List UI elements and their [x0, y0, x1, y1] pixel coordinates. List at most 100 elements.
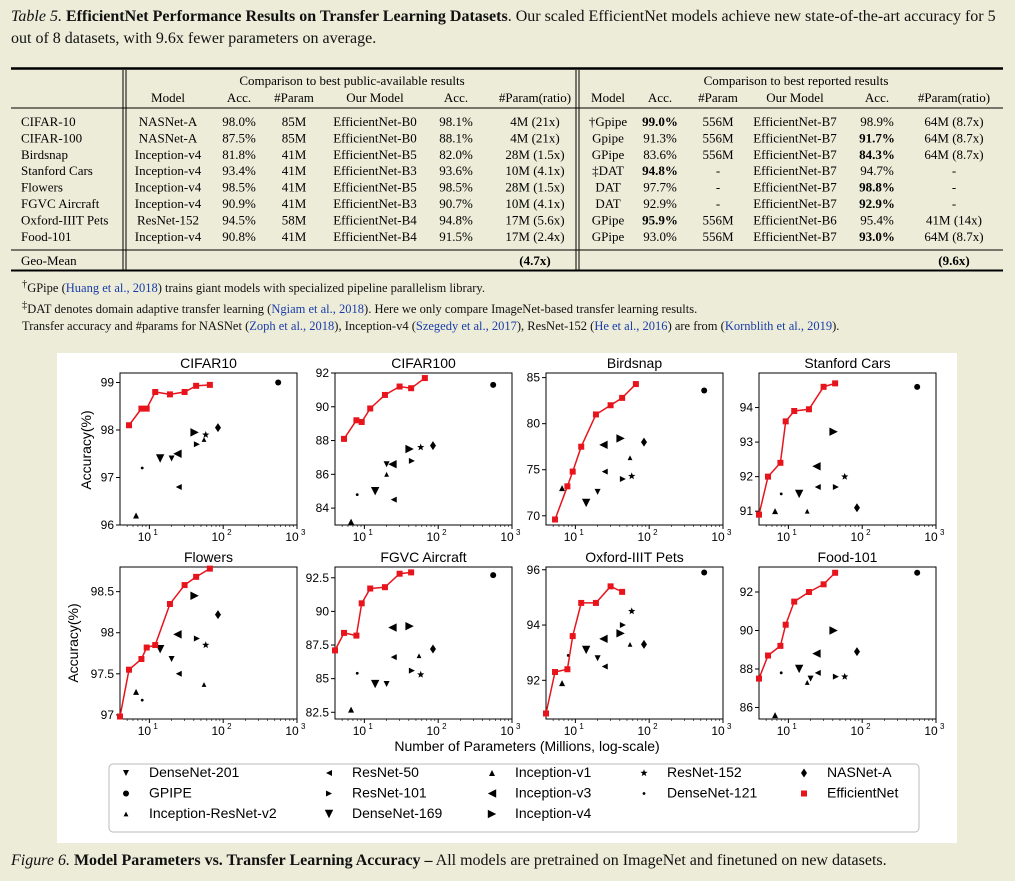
efficientnet-line — [758, 382, 836, 515]
point-nasnet-a — [214, 610, 221, 620]
x-tick-exponent: 3 — [940, 528, 945, 537]
point-inception-v3 — [812, 462, 821, 471]
x-tick-label: 10 — [353, 724, 367, 738]
x-tick-exponent: 1 — [792, 722, 797, 731]
table-caption-text: . Our scaled EfficientNet models achieve… — [11, 8, 996, 47]
point-nasnet-a — [214, 423, 221, 433]
y-tick-label: 98.5 — [91, 585, 115, 599]
point-resnet-50 — [601, 663, 608, 670]
point-efficientnet — [181, 389, 188, 395]
x-tick-label: 10 — [427, 724, 441, 738]
y-tick-label: 82.5 — [306, 705, 330, 719]
point-inception-v3 — [599, 440, 608, 450]
table-cell: 556M — [702, 130, 734, 145]
citation-link[interactable]: Szegedy et al., 2017 — [415, 319, 517, 334]
citation-link[interactable]: Huang et al., 2018 — [65, 281, 158, 296]
table-cell: 85M — [282, 114, 307, 129]
y-tick-label: 96 — [101, 518, 115, 532]
point-inception-v4 — [190, 428, 199, 437]
legend-marker-inception-v3 — [487, 789, 497, 798]
table-cell: NASNet-A — [139, 130, 198, 145]
table-cell: 88.1% — [439, 130, 473, 145]
legend-label: NASNet-A — [827, 764, 892, 780]
legend-label: ResNet-50 — [352, 764, 419, 780]
x-tick-exponent: 1 — [153, 722, 158, 731]
point-efficientnet — [832, 380, 839, 387]
point-resnet-50 — [601, 468, 608, 475]
legend-label: EfficientNet — [827, 785, 898, 801]
point-efficientnet — [353, 632, 360, 639]
table-header-cell: Acc. — [227, 90, 251, 105]
x-tick-label: 10 — [353, 530, 367, 544]
table-cell: 82.0% — [439, 147, 473, 162]
table-cell: 94.8% — [642, 163, 678, 178]
point-efficientnet — [181, 582, 188, 589]
footnote-sources: Transfer accuracy and #params for NASNet… — [22, 319, 840, 334]
citation-link[interactable]: He et al., 2016 — [594, 319, 668, 334]
plot-frame — [334, 372, 513, 526]
table-cell: EfficientNet-B7 — [753, 196, 837, 211]
table-geo-label: Geo-Mean — [21, 253, 77, 268]
efficientnet-line — [554, 383, 637, 520]
table-cell: ResNet-152 — [137, 212, 199, 227]
table-cell: 91.3% — [643, 130, 677, 145]
citation-link[interactable]: Ngiam et al., 2018 — [271, 302, 365, 317]
panel-title: Oxford-IIIT Pets — [585, 549, 684, 565]
point-efficientnet — [777, 642, 784, 649]
point-efficientnet — [138, 656, 145, 663]
point-efficientnet — [552, 669, 559, 676]
point-inception-resnet-v2 — [201, 682, 207, 687]
point-efficientnet — [367, 405, 374, 412]
table-dataset-label: Birdsnap — [21, 147, 68, 162]
point-inception-v3 — [388, 460, 397, 469]
point-densenet-169 — [370, 487, 380, 496]
table-cell: 556M — [702, 212, 734, 227]
point-inception-v3 — [388, 623, 397, 632]
y-tick-label: 97 — [101, 471, 115, 485]
point-inception-resnet-v2 — [201, 437, 207, 442]
x-tick-label: 10 — [285, 530, 299, 544]
point-densenet-169 — [370, 679, 380, 689]
point-resnet-152 — [841, 672, 849, 680]
legend-label: Inception-v4 — [515, 805, 591, 821]
table-cell: EfficientNet-B4 — [333, 229, 417, 244]
table-cell: DAT — [595, 180, 620, 195]
point-densenet-121 — [779, 671, 783, 675]
citation-link[interactable]: Kornblith et al., 2019 — [724, 319, 833, 334]
table-cell: GPipe — [592, 212, 625, 227]
table-cell: 83.6% — [643, 147, 677, 162]
legend: DenseNet-201 GPIPE Inception-ResNet-v2 ResN… — [108, 763, 920, 833]
legend-label: Inception-ResNet-v2 — [149, 805, 277, 821]
table-cell: Inception-v4 — [135, 163, 202, 178]
point-gpipe — [275, 379, 282, 386]
y-tick-label: 98 — [101, 626, 115, 640]
point-densenet-169 — [794, 489, 804, 499]
legend-label: DenseNet-121 — [667, 785, 757, 801]
table-cell: 97.7% — [643, 180, 677, 195]
citation-link[interactable]: Zoph et al., 2018 — [249, 319, 335, 334]
figure-caption-label: Figure 6. — [11, 852, 70, 869]
plot-frame — [119, 372, 298, 526]
plot-frame — [758, 566, 937, 720]
y-tick-label: 93 — [740, 435, 754, 449]
table-cell: 87.5% — [222, 130, 256, 145]
table-cell: 90.7% — [439, 196, 473, 211]
point-efficientnet — [607, 402, 614, 409]
x-tick-exponent: 3 — [301, 722, 306, 731]
point-efficientnet — [791, 598, 798, 605]
table-cell: 41M — [282, 196, 307, 211]
plot-frame — [758, 372, 937, 526]
y-tick-label: 85 — [316, 672, 330, 686]
table-cell: EfficientNet-B5 — [333, 180, 417, 195]
y-tick-label: 86 — [740, 700, 754, 714]
point-efficientnet — [564, 483, 571, 490]
point-efficientnet — [408, 569, 415, 576]
table-header-cell: Acc. — [865, 90, 889, 105]
x-axis-label: Number of Parameters (Millions, log-scal… — [394, 738, 659, 754]
point-efficientnet — [578, 443, 585, 450]
point-efficientnet — [832, 569, 839, 576]
y-tick-label: 70 — [527, 509, 541, 523]
point-inception-v3 — [812, 649, 821, 658]
x-tick-exponent: 1 — [153, 528, 158, 537]
y-tick-label: 97.5 — [91, 667, 115, 681]
